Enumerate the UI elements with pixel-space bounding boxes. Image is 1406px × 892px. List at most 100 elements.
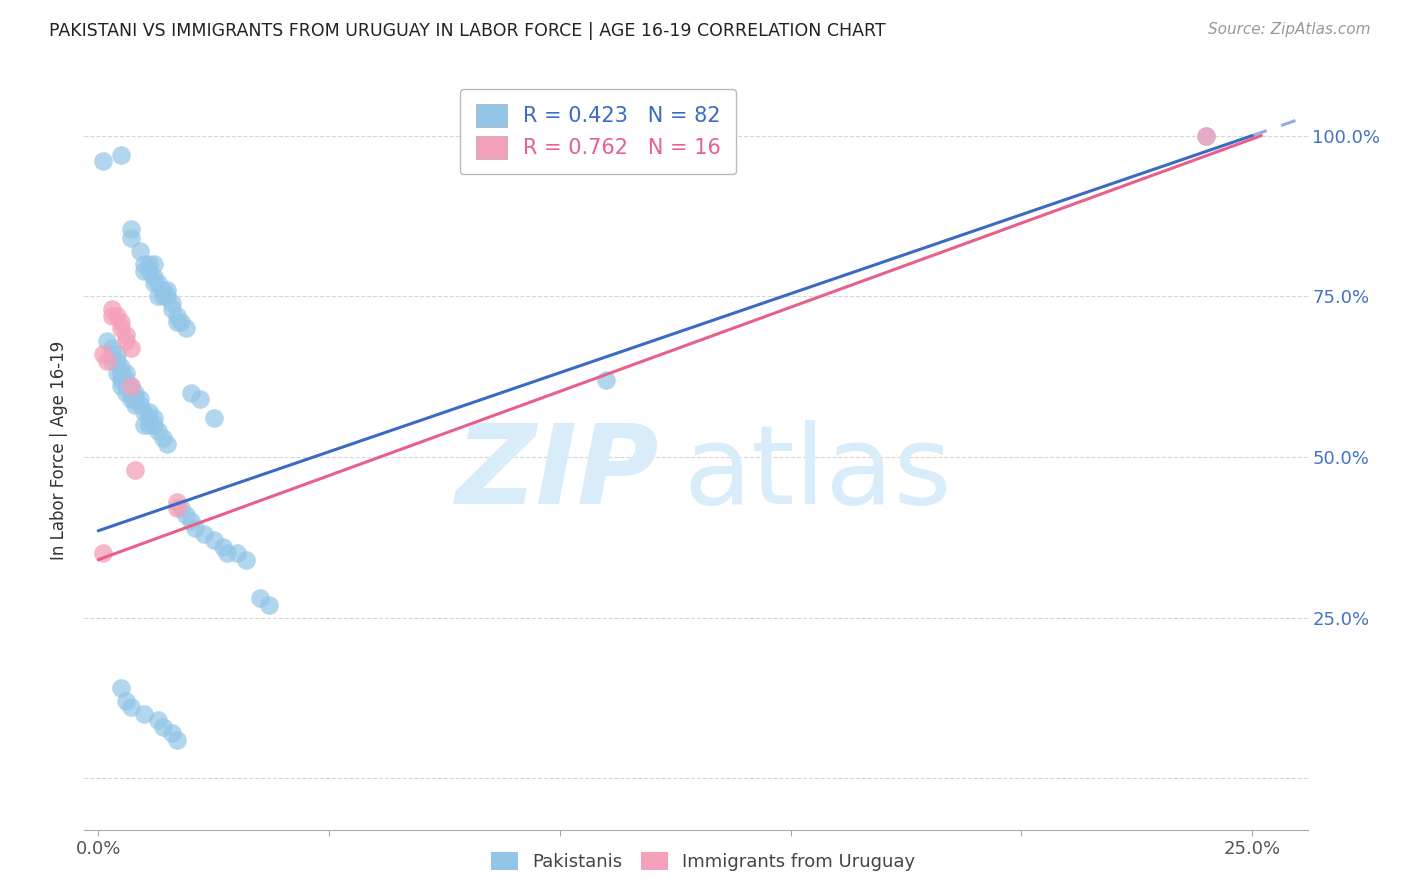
- Point: [91, 154, 114, 169]
- Point: [142, 277, 165, 291]
- Point: [110, 359, 132, 374]
- Point: [152, 283, 174, 297]
- Point: [124, 385, 146, 400]
- Point: [174, 321, 197, 335]
- Point: [166, 495, 188, 509]
- Point: [101, 302, 124, 317]
- Point: [188, 392, 211, 406]
- Text: Source: ZipAtlas.com: Source: ZipAtlas.com: [1208, 22, 1371, 37]
- Point: [101, 353, 124, 368]
- Point: [249, 591, 271, 606]
- Point: [202, 533, 225, 548]
- Point: [120, 700, 142, 714]
- Point: [115, 367, 138, 381]
- Point: [1195, 128, 1218, 143]
- Point: [115, 334, 138, 349]
- Point: [110, 681, 132, 696]
- Point: [96, 334, 118, 349]
- Point: [235, 552, 257, 566]
- Point: [134, 405, 156, 419]
- Point: [148, 424, 170, 438]
- Point: [160, 295, 183, 310]
- Point: [156, 283, 179, 297]
- Point: [120, 385, 142, 400]
- Point: [124, 399, 146, 413]
- Legend: Pakistanis, Immigrants from Uruguay: Pakistanis, Immigrants from Uruguay: [484, 845, 922, 879]
- Point: [105, 367, 128, 381]
- Point: [110, 367, 132, 381]
- Text: ZIP: ZIP: [456, 420, 659, 526]
- Point: [120, 379, 142, 393]
- Point: [124, 463, 146, 477]
- Point: [174, 508, 197, 522]
- Point: [115, 385, 138, 400]
- Point: [110, 379, 132, 393]
- Point: [257, 598, 280, 612]
- Point: [166, 309, 188, 323]
- Point: [156, 289, 179, 303]
- Point: [134, 257, 156, 271]
- Point: [134, 263, 156, 277]
- Point: [193, 527, 215, 541]
- Point: [202, 411, 225, 425]
- Point: [105, 347, 128, 361]
- Point: [120, 341, 142, 355]
- Point: [115, 327, 138, 342]
- Point: [96, 353, 118, 368]
- Point: [180, 514, 202, 528]
- Point: [128, 244, 150, 259]
- Point: [138, 263, 160, 277]
- Legend: R = 0.423   N = 82, R = 0.762   N = 16: R = 0.423 N = 82, R = 0.762 N = 16: [460, 88, 735, 175]
- Point: [142, 417, 165, 432]
- Point: [128, 392, 150, 406]
- Point: [110, 315, 132, 329]
- Point: [120, 392, 142, 406]
- Point: [101, 341, 124, 355]
- Point: [217, 546, 239, 560]
- Point: [124, 392, 146, 406]
- Point: [184, 520, 207, 534]
- Point: [115, 694, 138, 708]
- Point: [134, 706, 156, 721]
- Point: [152, 720, 174, 734]
- Point: [152, 289, 174, 303]
- Point: [120, 221, 142, 235]
- Point: [134, 417, 156, 432]
- Point: [120, 231, 142, 245]
- Point: [180, 385, 202, 400]
- Point: [105, 353, 128, 368]
- Point: [91, 546, 114, 560]
- Point: [115, 379, 138, 393]
- Point: [160, 302, 183, 317]
- Point: [138, 411, 160, 425]
- Point: [91, 347, 114, 361]
- Point: [166, 732, 188, 747]
- Point: [138, 257, 160, 271]
- Point: [105, 309, 128, 323]
- Text: PAKISTANI VS IMMIGRANTS FROM URUGUAY IN LABOR FORCE | AGE 16-19 CORRELATION CHAR: PAKISTANI VS IMMIGRANTS FROM URUGUAY IN …: [49, 22, 886, 40]
- Point: [128, 399, 150, 413]
- Point: [120, 379, 142, 393]
- Point: [170, 501, 193, 516]
- Point: [142, 411, 165, 425]
- Point: [110, 321, 132, 335]
- Point: [1195, 128, 1218, 143]
- Point: [148, 289, 170, 303]
- Point: [101, 309, 124, 323]
- Point: [142, 270, 165, 285]
- Point: [211, 540, 233, 554]
- Point: [166, 315, 188, 329]
- Text: atlas: atlas: [683, 420, 952, 526]
- Point: [110, 373, 132, 387]
- Point: [148, 277, 170, 291]
- Point: [156, 437, 179, 451]
- Point: [148, 714, 170, 728]
- Point: [166, 501, 188, 516]
- Point: [142, 257, 165, 271]
- Point: [595, 373, 617, 387]
- Y-axis label: In Labor Force | Age 16-19: In Labor Force | Age 16-19: [51, 341, 69, 560]
- Point: [170, 315, 193, 329]
- Point: [115, 373, 138, 387]
- Point: [110, 148, 132, 162]
- Point: [225, 546, 247, 560]
